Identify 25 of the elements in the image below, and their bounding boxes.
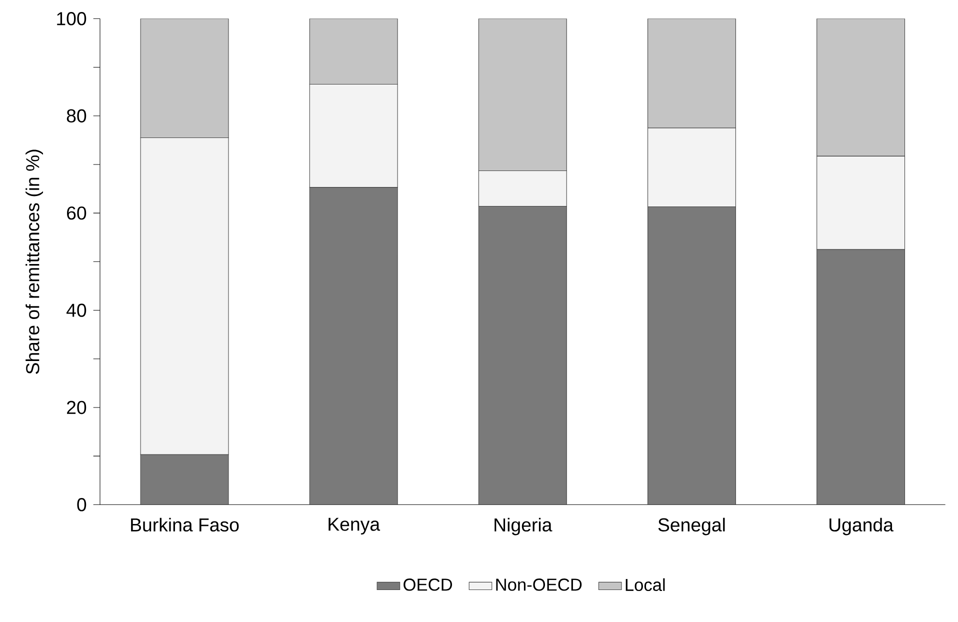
y-tick-label: 60 [67, 206, 86, 220]
bar [309, 18, 398, 85]
legend-label: OECD [404, 578, 452, 591]
legend-label: Local [626, 578, 665, 592]
y-tick-label: 20 [67, 400, 86, 414]
y-tick-label: 0 [77, 498, 86, 512]
legend-label: Non-OECD [496, 578, 582, 591]
x-tick-label: Uganda [830, 518, 894, 536]
bar [478, 206, 567, 505]
bar [816, 249, 906, 505]
x-tick-label: Nigeria [494, 518, 552, 536]
y-tick-label: 80 [66, 109, 86, 122]
y-axis-title: Share of remittances (in %) [26, 150, 43, 374]
bar [309, 187, 398, 505]
x-tick-label: Senegal [658, 518, 725, 536]
bar [648, 18, 736, 128]
y-tick-label: 40 [66, 304, 86, 317]
bar [478, 18, 567, 172]
bar [140, 18, 229, 138]
x-tick-label: Kenya [328, 518, 380, 535]
bar [140, 454, 229, 505]
y-tick-label: 100 [57, 12, 86, 26]
bar [816, 18, 906, 156]
x-tick-label: Burkina Faso [131, 518, 239, 532]
bar [648, 206, 736, 505]
